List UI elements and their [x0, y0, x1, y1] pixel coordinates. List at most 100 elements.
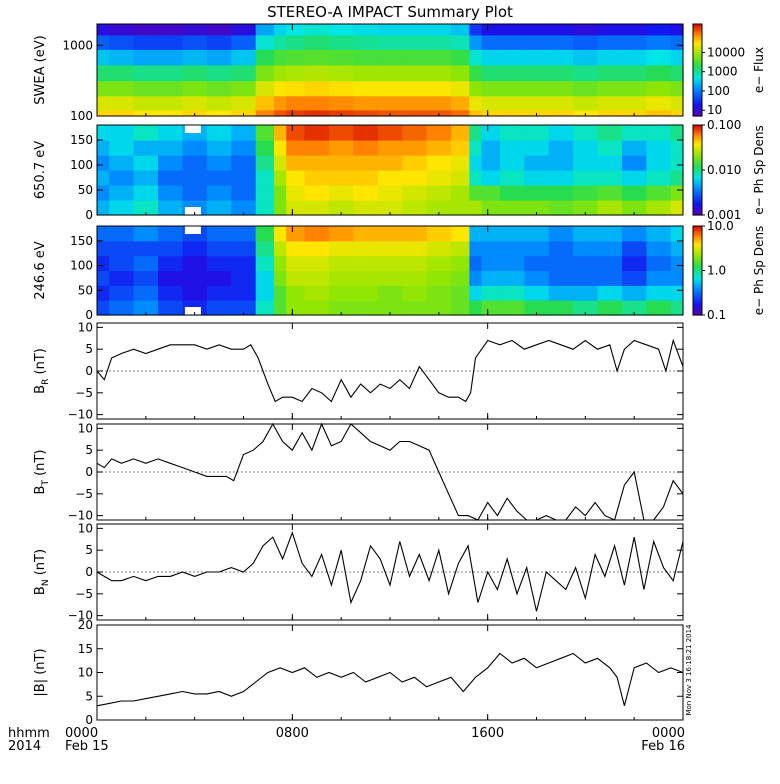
heatmap-cell	[274, 140, 287, 156]
heatmap-cell	[597, 240, 623, 257]
heatmap-cell	[97, 34, 110, 50]
colorbar-swatch	[693, 227, 702, 230]
heatmap-cell	[274, 64, 287, 82]
heatmap-cell	[206, 80, 232, 97]
heatmap-cell	[481, 285, 501, 301]
colorbar-swatch	[693, 50, 702, 53]
heatmap-cell	[451, 255, 470, 272]
heatmap-cell	[182, 270, 208, 286]
heatmap-cell	[524, 155, 550, 171]
y-tick-label: −10	[68, 408, 93, 422]
colorbar-tick-label: 10000	[707, 45, 745, 59]
heatmap-cell	[499, 49, 525, 66]
y-tick-label: 100	[70, 109, 93, 123]
heatmap-cell	[286, 226, 306, 242]
colorbar-swatch	[693, 176, 702, 179]
heatmap-cell	[329, 80, 354, 97]
colorbar-swatch	[693, 291, 702, 294]
heatmap-cell	[133, 185, 159, 201]
heatmap-cell	[133, 300, 159, 316]
heatmap-cell	[255, 255, 275, 272]
heatmap-cell	[622, 270, 647, 286]
heatmap-cell	[353, 80, 379, 97]
heatmap-cell	[670, 64, 684, 82]
heatmap-cell	[597, 34, 623, 50]
colorbar-swatch	[693, 96, 702, 99]
y-axis-label: 246.6 eV	[33, 241, 48, 299]
heatmap-cell	[597, 125, 623, 141]
heatmap-cell	[182, 170, 208, 186]
heatmap-cell	[133, 240, 159, 257]
heatmap-cell	[133, 200, 159, 216]
heatmap-cell	[451, 125, 470, 141]
heatmap-cell	[133, 95, 159, 111]
heatmap-cell	[377, 95, 403, 111]
heatmap-cell	[206, 170, 232, 186]
heatmap-cell	[481, 155, 501, 171]
heatmap-cell	[286, 80, 306, 97]
heatmap-cell	[573, 80, 599, 97]
colorbar-swatch	[693, 297, 702, 300]
heatmap-cell	[573, 95, 599, 111]
colorbar-swatch	[693, 239, 702, 242]
y-tick-label: 50	[78, 183, 93, 197]
colorbar-swatch	[693, 86, 702, 89]
heatmap-cell	[329, 155, 354, 171]
heatmap-cell	[646, 185, 672, 201]
colorbar-swatch	[693, 212, 702, 215]
colorbar-swatch	[693, 300, 702, 303]
heatmap-cell	[646, 270, 672, 286]
colorbar-swatch	[693, 185, 702, 188]
colorbar-swatch	[693, 294, 702, 297]
colorbar-swatch	[693, 153, 702, 156]
heatmap-cell	[377, 125, 403, 141]
colorbar-swatch	[693, 24, 702, 27]
heatmap-cell	[329, 200, 354, 216]
colorbar-swatch	[693, 111, 702, 114]
series-line-bmag	[96, 652, 684, 707]
heatmap-cell	[597, 109, 623, 117]
heatmap-cell	[255, 240, 275, 257]
heatmap-cell	[426, 200, 452, 216]
plot-title: STEREO-A IMPACT Summary Plot	[267, 3, 513, 21]
colorbar-swatch	[693, 289, 702, 292]
heatmap-cell	[548, 255, 574, 272]
y-tick-label: 10	[78, 320, 93, 334]
heatmap-cell	[377, 285, 403, 301]
heatmap-cell	[133, 226, 159, 242]
heatmap-cell	[451, 140, 470, 156]
heatmap-cell	[426, 285, 452, 301]
colorbar-swatch	[693, 68, 702, 71]
colorbar-swatch	[693, 171, 702, 174]
heatmap-cell	[304, 140, 330, 156]
heatmap-cell	[451, 285, 470, 301]
colorbar-swatch	[693, 298, 702, 301]
heatmap-cell	[426, 155, 452, 171]
x-tick-label: 0800	[276, 726, 309, 741]
heatmap-cell	[670, 155, 684, 171]
heatmap-cell	[622, 24, 647, 36]
heatmap-cell	[548, 34, 574, 50]
colorbar-swatch	[693, 177, 702, 180]
x-tick-label: 0000	[652, 726, 685, 741]
heatmap-cell	[231, 125, 257, 141]
heatmap-cell	[255, 170, 275, 186]
heatmap-cell	[524, 200, 550, 216]
heatmap-cell	[329, 300, 354, 316]
heatmap-cell	[622, 140, 647, 156]
colorbar-swatch	[693, 152, 702, 155]
heatmap-cell	[206, 155, 232, 171]
heatmap-cell	[158, 95, 183, 111]
y-tick-label: 5	[85, 543, 93, 557]
colorbar-swatch	[693, 141, 702, 144]
heatmap-cell	[622, 34, 647, 50]
colorbar-swatch	[693, 292, 702, 295]
heatmap-cell	[481, 24, 501, 36]
heatmap-cell	[670, 285, 684, 301]
colorbar-swatch	[693, 79, 702, 82]
heatmap-cell	[274, 226, 287, 242]
colorbar-swatch	[693, 251, 702, 254]
colorbar-swatch	[693, 57, 702, 60]
heatmap-cell	[206, 125, 232, 141]
colorbar-swatch	[693, 310, 702, 313]
